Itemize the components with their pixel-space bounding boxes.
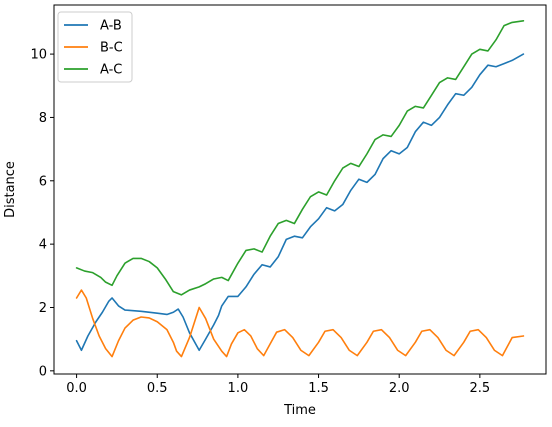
y-tick-label: 6: [39, 174, 47, 189]
x-tick-label: 1.0: [228, 381, 249, 396]
y-tick-label: 10: [30, 48, 47, 63]
x-tick-label: 0.5: [147, 381, 168, 396]
y-axis-ticks: 0 2 4 6 8 10: [30, 48, 54, 379]
series-line-a-c: [75, 20, 525, 296]
legend-label-b-c: B-C: [100, 41, 123, 56]
x-tick-label: 0.0: [66, 381, 87, 396]
x-tick-label: 1.5: [308, 381, 329, 396]
y-tick-label: 4: [39, 238, 47, 253]
y-tick-label: 8: [39, 111, 47, 126]
x-axis-ticks: 0.0 0.5 1.0 1.5 2.0 2.5: [66, 374, 490, 396]
legend-box: [57, 11, 133, 83]
legend-label-a-c: A-C: [100, 63, 122, 78]
legend-label-a-b: A-B: [100, 19, 122, 34]
y-tick-label: 0: [39, 364, 47, 379]
x-axis-label: Time: [283, 403, 316, 418]
series-line-b-c: [75, 289, 525, 358]
y-tick-label: 2: [39, 301, 47, 316]
y-axis-label: Distance: [3, 161, 18, 218]
series-layer: [75, 20, 525, 358]
legend: A-B B-C A-C: [57, 11, 133, 83]
series-line-a-b: [75, 53, 525, 352]
x-tick-label: 2.5: [470, 381, 491, 396]
x-tick-label: 2.0: [389, 381, 410, 396]
